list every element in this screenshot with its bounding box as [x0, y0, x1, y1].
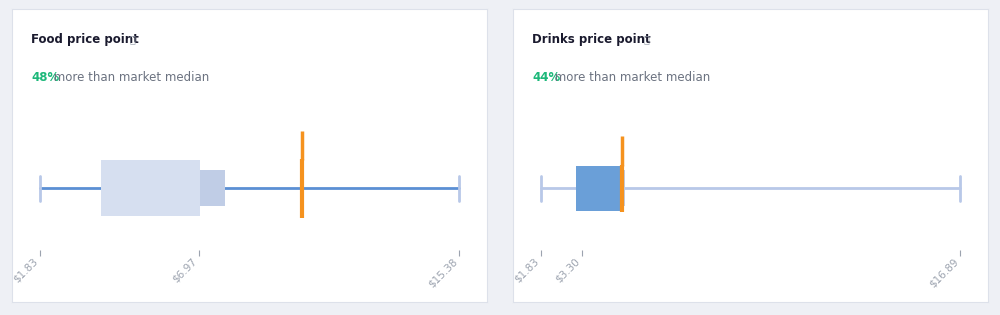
- Bar: [101, 160, 200, 216]
- Text: more than market median: more than market median: [551, 71, 710, 84]
- Text: $10.31: $10.31: [0, 314, 1, 315]
- Text: $4.75: $4.75: [0, 314, 1, 315]
- Text: 48%: 48%: [31, 71, 59, 84]
- Text: 44%: 44%: [532, 71, 560, 84]
- Text: ⓘ: ⓘ: [130, 34, 136, 44]
- Text: Food price point: Food price point: [31, 33, 139, 46]
- Text: ⓘ: ⓘ: [643, 34, 649, 44]
- Text: Drinks price point: Drinks price point: [532, 33, 651, 46]
- Text: more than market median: more than market median: [50, 71, 209, 84]
- Bar: [576, 166, 622, 210]
- Bar: [200, 170, 225, 206]
- Bar: [622, 170, 625, 206]
